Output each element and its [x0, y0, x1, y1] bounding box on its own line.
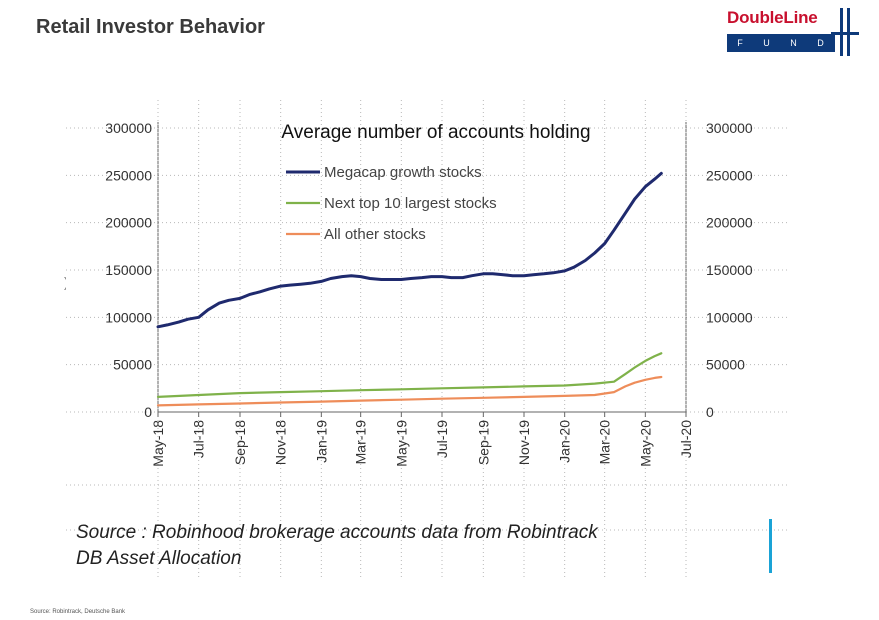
slide-title: Retail Investor Behavior — [36, 16, 265, 38]
y-tick-left-5: 250000 — [105, 167, 152, 183]
y-tick-left-4: 200000 — [105, 215, 152, 231]
x-tick-label-7: Jul-19 — [434, 420, 450, 458]
y-tick-right-2: 100000 — [706, 309, 753, 325]
series-line-1 — [156, 352, 663, 398]
source-note-line1: Source : Robinhood brokerage accounts da… — [76, 522, 598, 543]
line-chart: 0 0 50000 50000 100000 100000 150000 150000 2000… — [66, 100, 788, 578]
y-tick-left-2: 100000 — [105, 309, 152, 325]
y-tick-right-4: 200000 — [706, 215, 753, 231]
y-tick-right-1: 50000 — [706, 357, 745, 373]
y-tick-left-6: 300000 — [105, 120, 152, 136]
accent-bar — [769, 519, 772, 573]
legend-label-1: Next top 10 largest stocks — [324, 195, 497, 212]
x-tick-label-2: Sep-18 — [232, 420, 248, 465]
legend-label-2: All other stocks — [324, 226, 426, 243]
y-tick-right-5: 250000 — [706, 167, 753, 183]
x-tick-label-6: May-19 — [393, 420, 409, 467]
y-tick-right-6: 300000 — [706, 120, 753, 136]
chart-title: Average number of accounts holding — [281, 122, 590, 143]
doubleline-logo: DoubleLine F U N D S — [727, 6, 859, 66]
y-tick-left-1: 50000 — [113, 357, 152, 373]
series-line-2 — [156, 375, 663, 407]
x-tick-label-11: Mar-20 — [597, 420, 613, 465]
x-tick-label-9: Nov-19 — [516, 420, 532, 465]
y-tick-left-3: 150000 — [105, 262, 152, 278]
chart-panel: 0 0 50000 50000 100000 100000 150000 150000 2000… — [66, 100, 788, 578]
x-tick-label-10: Jan-20 — [557, 420, 573, 463]
source-note-line2: DB Asset Allocation — [76, 548, 242, 569]
logo-cross-horizontal — [831, 32, 859, 35]
y-tick-right-0: 0 — [706, 404, 714, 420]
x-tick-label-3: Nov-18 — [273, 420, 289, 465]
y-tick-left-0: 0 — [144, 404, 152, 420]
x-tick-label-12: May-20 — [637, 420, 653, 467]
y-tick-right-3: 150000 — [706, 262, 753, 278]
x-tick-label-4: Jan-19 — [313, 420, 329, 463]
x-tick-label-8: Sep-19 — [475, 420, 491, 465]
series-line-0 — [156, 171, 663, 329]
x-tick-label-5: Mar-19 — [353, 420, 369, 465]
logo-subtitle: F U N D S — [727, 34, 835, 66]
footer-source: Source: Robintrack, Deutsche Bank — [30, 609, 126, 615]
legend-label-0: Megacap growth stocks — [324, 164, 482, 181]
x-tick-label-0: May-18 — [150, 420, 166, 467]
x-tick-label-13: Jul-20 — [678, 420, 694, 458]
x-tick-label-1: Jul-18 — [191, 420, 207, 458]
logo-name: DoubleLine — [727, 8, 818, 27]
